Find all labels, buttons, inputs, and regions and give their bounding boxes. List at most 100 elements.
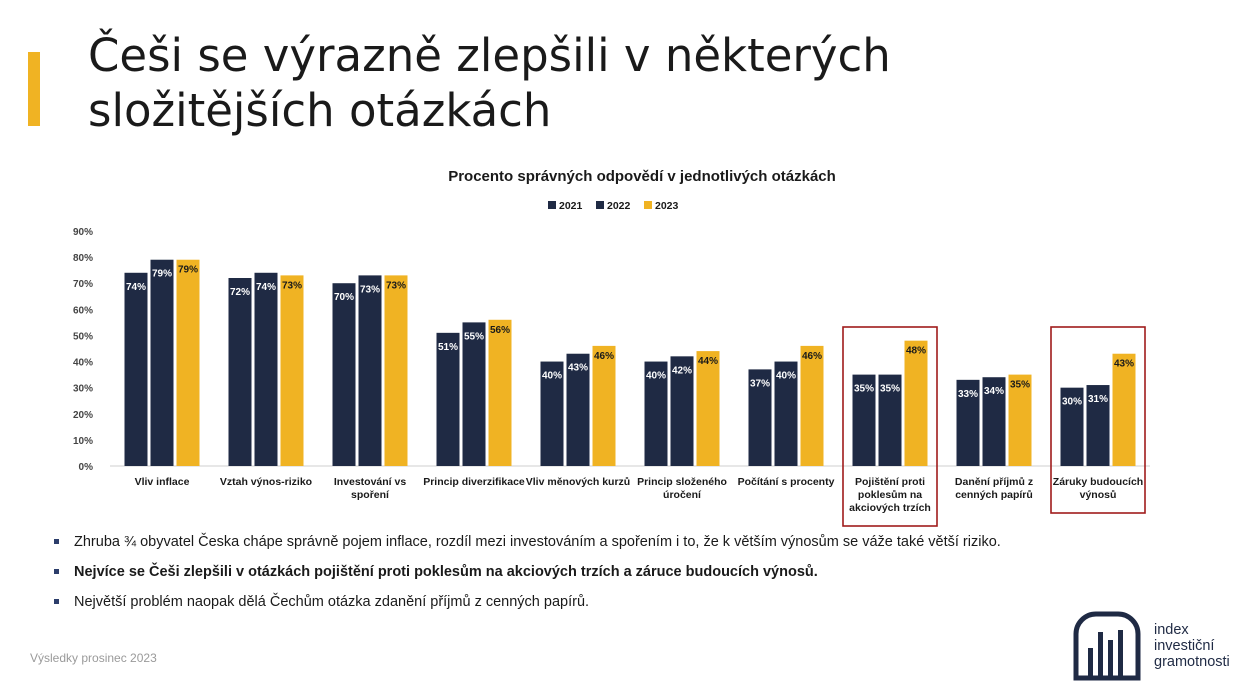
bullet-item: Nejvíce se Češi zlepšili v otázkách poji… [52, 562, 1052, 582]
highlight-box [1050, 326, 1146, 514]
data-label: 46% [594, 351, 614, 362]
legend-swatch [548, 201, 556, 209]
logo-line: gramotnosti [1154, 654, 1230, 670]
highlight-box [842, 326, 938, 527]
data-label: 79% [152, 269, 172, 280]
bar [1112, 353, 1136, 466]
data-label: 33% [958, 389, 978, 400]
data-label: 43% [568, 363, 588, 374]
logo-text: index investiční gramotnosti [1154, 622, 1230, 670]
bar [748, 369, 772, 466]
footer-text: Výsledky prosinec 2023 [30, 651, 157, 665]
data-label: 51% [438, 342, 458, 353]
data-label: 74% [126, 282, 146, 293]
bar [1008, 374, 1032, 466]
x-tick-label: Pojištění proti [855, 476, 925, 488]
bar [800, 345, 824, 466]
bar [566, 353, 590, 466]
bar [384, 275, 408, 466]
x-tick-label: Princip složeného [637, 476, 727, 488]
x-tick-label: úročení [663, 489, 702, 501]
logo-line: investiční [1154, 638, 1215, 654]
bullet-marker [54, 599, 59, 604]
x-tick-label: Danění příjmů z [955, 476, 1033, 488]
x-tick-label: Vliv inflace [135, 476, 190, 488]
bullet-marker [54, 539, 59, 544]
data-label: 43% [1114, 359, 1134, 370]
data-label: 40% [542, 371, 562, 382]
y-tick-label: 10% [73, 436, 93, 447]
bar [332, 283, 356, 466]
y-tick-label: 30% [73, 384, 93, 395]
bar [696, 351, 720, 466]
bullet-marker [54, 569, 59, 574]
bar [436, 332, 460, 466]
bar-chart: Procento správných odpovědí v jednotlivý… [73, 168, 1150, 527]
x-tick-label: Investování vs [334, 476, 407, 488]
bar [124, 272, 148, 466]
bar [358, 275, 382, 466]
y-tick-label: 80% [73, 253, 93, 264]
accent-bar [28, 52, 40, 126]
data-label: 73% [386, 280, 406, 291]
bar [878, 374, 902, 466]
bullet-text: Zhruba ¾ obyvatel Česka chápe správně po… [74, 534, 1001, 550]
data-label: 46% [802, 351, 822, 362]
bar [982, 377, 1006, 466]
x-tick-label: poklesům na [858, 489, 922, 501]
data-label: 40% [646, 371, 666, 382]
bar [488, 319, 512, 466]
y-tick-label: 0% [79, 462, 94, 473]
bar [644, 361, 668, 466]
bullet-text: Největší problém naopak dělá Čechům otáz… [74, 594, 590, 610]
y-tick-label: 50% [73, 331, 93, 342]
y-tick-label: 20% [73, 410, 93, 421]
bullet-item: Největší problém naopak dělá Čechům otáz… [52, 592, 1052, 612]
bar [670, 356, 694, 466]
bar [254, 272, 278, 466]
bar-chart-logo-icon [1073, 611, 1141, 681]
x-tick-label: výnosů [1080, 489, 1117, 501]
chart-title: Procento správných odpovědí v jednotlivý… [448, 168, 836, 185]
bar [176, 259, 200, 466]
bar [852, 374, 876, 466]
logo-line: index [1154, 622, 1189, 638]
bar [904, 340, 928, 466]
legend-swatch [644, 201, 652, 209]
bullet-list: Zhruba ¾ obyvatel Česka chápe správně po… [52, 532, 1052, 622]
data-label: 74% [256, 282, 276, 293]
x-tick-label: Počítání s procenty [738, 476, 835, 488]
x-tick-label: cenných papírů [955, 489, 1033, 501]
legend-label: 2021 [559, 200, 583, 212]
bar [462, 322, 486, 466]
data-label: 42% [672, 365, 692, 376]
bullet-text: Nejvíce se Češi zlepšili v otázkách poji… [74, 564, 818, 580]
x-tick-label: akciových trzích [849, 502, 931, 514]
bar [150, 259, 174, 466]
y-tick-label: 70% [73, 279, 93, 290]
x-tick-label: Záruky budoucích [1053, 476, 1143, 488]
bar [1086, 385, 1110, 466]
data-label: 31% [1088, 394, 1108, 405]
legend-swatch [596, 201, 604, 209]
data-label: 37% [750, 378, 770, 389]
bar [774, 361, 798, 466]
legend-label: 2023 [655, 200, 679, 212]
data-label: 72% [230, 287, 250, 298]
data-label: 79% [178, 265, 198, 276]
bar [592, 345, 616, 466]
data-label: 55% [464, 331, 484, 342]
bullet-item: Zhruba ¾ obyvatel Česka chápe správně po… [52, 532, 1052, 552]
y-tick-label: 90% [73, 227, 93, 238]
data-label: 35% [854, 384, 874, 395]
x-tick-label: Vztah výnos-riziko [220, 476, 312, 488]
bar [228, 278, 252, 466]
data-label: 40% [776, 371, 796, 382]
data-label: 70% [334, 292, 354, 303]
logo: index investiční gramotnosti [1072, 610, 1247, 688]
bar [1060, 387, 1084, 466]
y-tick-label: 60% [73, 305, 93, 316]
bar [956, 379, 980, 466]
data-label: 48% [906, 346, 926, 357]
data-label: 44% [698, 356, 718, 367]
